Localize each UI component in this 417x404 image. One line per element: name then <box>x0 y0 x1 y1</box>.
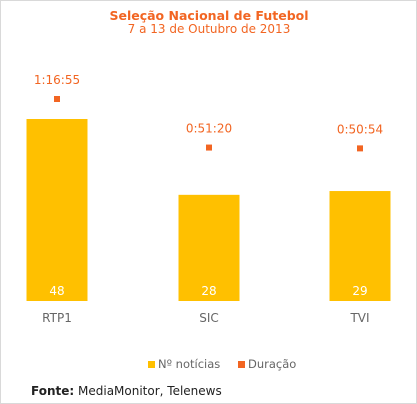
legend-swatch-noticias <box>148 361 155 368</box>
source-line: Fonte: MediaMonitor, Telenews <box>31 384 222 398</box>
legend: Nº notícias Duração <box>148 357 296 371</box>
source-text: MediaMonitor, Telenews <box>78 384 222 398</box>
duration-label-sic: 0:51:20 <box>186 122 232 136</box>
legend-label-duracao: Duração <box>248 357 296 371</box>
bar-tvi <box>329 191 391 301</box>
category-label-tvi: TVI <box>349 311 369 325</box>
duration-marker-rtp1 <box>54 96 60 102</box>
duration-label-rtp1: 1:16:55 <box>34 73 80 87</box>
bar-rtp1 <box>26 119 88 301</box>
bar-sic <box>178 194 240 301</box>
bar-value-label-rtp1: 48 <box>49 284 64 298</box>
legend-swatch-duracao <box>238 361 245 368</box>
source-label: Fonte: <box>31 384 75 398</box>
category-label-sic: SIC <box>199 311 219 325</box>
category-label-rtp1: RTP1 <box>42 311 72 325</box>
legend-label-noticias: Nº notícias <box>158 357 220 371</box>
chart-marks: 48 1:16:55 RTP1 28 0:51:20 SIC 29 0:50:54 TVI <box>26 73 391 325</box>
duration-marker-tvi <box>357 145 363 152</box>
bar-value-label-sic: 28 <box>201 284 216 298</box>
duration-marker-sic <box>206 144 212 151</box>
bar-value-label-tvi: 29 <box>352 284 367 298</box>
duration-label-tvi: 0:50:54 <box>337 122 383 136</box>
chart-title: Seleção Nacional de Futebol <box>109 8 308 23</box>
chart-subtitle: 7 a 13 de Outubro de 2013 <box>128 22 291 36</box>
